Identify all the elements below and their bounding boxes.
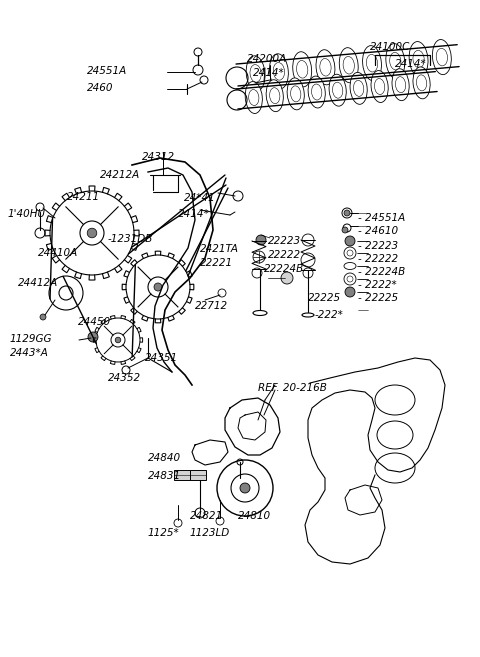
Text: 22712: 22712	[195, 301, 228, 311]
Circle shape	[88, 332, 98, 342]
Text: 24410A: 24410A	[38, 248, 78, 258]
Text: - 24551A: - 24551A	[358, 213, 405, 223]
Text: -222*: -222*	[315, 310, 344, 320]
FancyBboxPatch shape	[174, 470, 190, 480]
FancyBboxPatch shape	[190, 470, 206, 480]
Text: 22225: 22225	[308, 293, 341, 303]
Text: 2414*: 2414*	[395, 59, 427, 69]
Text: 24100C: 24100C	[370, 42, 410, 52]
Circle shape	[87, 228, 97, 238]
Ellipse shape	[316, 50, 335, 85]
Text: 24211: 24211	[67, 192, 100, 202]
Text: 24840: 24840	[148, 453, 181, 463]
Text: - 22224B: - 22224B	[358, 267, 405, 277]
Text: 24412A: 24412A	[18, 278, 58, 288]
Text: 24212A: 24212A	[100, 170, 140, 180]
Ellipse shape	[392, 69, 409, 101]
Ellipse shape	[245, 81, 263, 114]
Ellipse shape	[386, 43, 405, 79]
Text: 2460: 2460	[87, 83, 113, 93]
Ellipse shape	[371, 70, 388, 102]
Ellipse shape	[329, 74, 346, 106]
Text: 22223: 22223	[268, 236, 301, 246]
Circle shape	[342, 227, 348, 233]
Text: 1129GG: 1129GG	[10, 334, 52, 344]
Text: 2421TA: 2421TA	[200, 244, 239, 254]
Text: 22222: 22222	[268, 250, 301, 260]
Text: 24352: 24352	[108, 373, 141, 383]
Ellipse shape	[266, 79, 283, 112]
Text: 24200A: 24200A	[247, 54, 287, 64]
Circle shape	[154, 283, 162, 291]
Text: - 2222*: - 2222*	[358, 280, 397, 290]
Text: 22224B: 22224B	[264, 264, 304, 274]
Text: 24551A: 24551A	[87, 66, 127, 76]
Text: - 24610: - 24610	[358, 226, 398, 236]
Ellipse shape	[287, 78, 304, 110]
Ellipse shape	[293, 52, 312, 87]
Ellipse shape	[308, 76, 325, 108]
Circle shape	[345, 236, 355, 246]
Text: - 22222: - 22222	[358, 254, 398, 264]
Text: 2414*: 2414*	[253, 68, 285, 78]
Ellipse shape	[362, 45, 382, 81]
Ellipse shape	[339, 48, 358, 83]
Ellipse shape	[409, 41, 428, 77]
Text: 1123LD: 1123LD	[190, 528, 230, 538]
Text: 2443*A: 2443*A	[10, 348, 49, 358]
Text: -1231DB: -1231DB	[108, 234, 154, 244]
Text: REF. 20-216B: REF. 20-216B	[258, 383, 327, 393]
Text: 24*41: 24*41	[184, 193, 216, 203]
Text: 24351: 24351	[145, 353, 178, 363]
Text: 22221: 22221	[200, 258, 233, 268]
Circle shape	[345, 287, 355, 297]
Ellipse shape	[269, 54, 288, 89]
Ellipse shape	[246, 56, 265, 91]
Ellipse shape	[413, 67, 430, 99]
Text: 1125*: 1125*	[148, 528, 180, 538]
Circle shape	[240, 483, 250, 493]
Text: 24312: 24312	[142, 152, 175, 162]
Ellipse shape	[350, 72, 367, 104]
Text: 2414*: 2414*	[178, 209, 210, 219]
Circle shape	[344, 210, 350, 216]
Text: - 22225: - 22225	[358, 293, 398, 303]
Text: 24821: 24821	[190, 511, 223, 521]
Text: 24450: 24450	[78, 317, 111, 327]
Text: 24810: 24810	[238, 511, 271, 521]
Circle shape	[40, 314, 46, 320]
Circle shape	[115, 337, 121, 343]
Circle shape	[281, 272, 293, 284]
Ellipse shape	[432, 39, 451, 75]
Circle shape	[256, 235, 266, 245]
Text: 24831: 24831	[148, 471, 181, 481]
Text: 1'40HU: 1'40HU	[8, 209, 46, 219]
Text: - 22223: - 22223	[358, 241, 398, 251]
